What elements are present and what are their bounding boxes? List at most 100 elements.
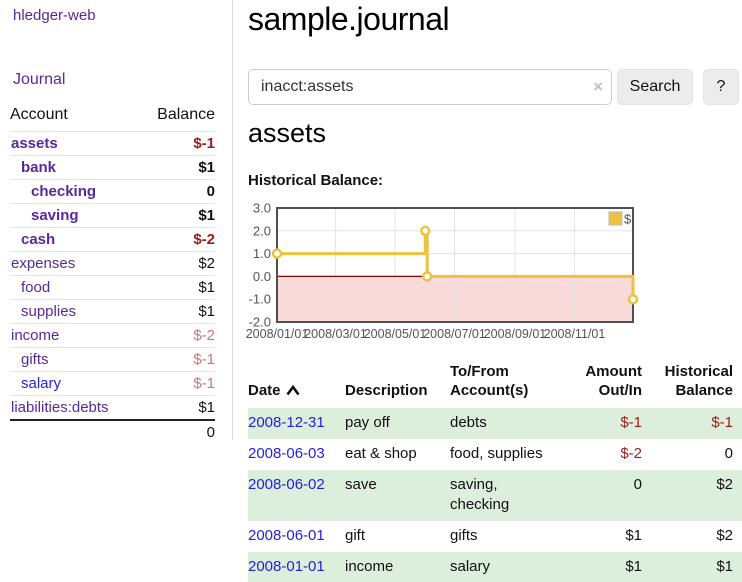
account-balance: $1 <box>198 207 215 224</box>
account-balance: $-2 <box>193 231 215 248</box>
register-header-amount-line1: Amount <box>585 363 642 380</box>
transaction-balance: $2 <box>716 476 733 493</box>
page-title: sample.journal <box>248 1 450 37</box>
account-balance: $-1 <box>193 351 215 368</box>
account-link-bank[interactable]: bank <box>21 159 57 176</box>
sidebar: hledger-web Journal Account Balance asse… <box>0 0 233 441</box>
account-row: gifts $-1 <box>10 347 215 372</box>
account-row: cash $-2 <box>10 227 215 252</box>
account-link-assets[interactable]: assets <box>11 135 58 152</box>
search-form: × Search ? <box>248 69 742 105</box>
register-header-description: Description <box>345 382 428 399</box>
search-button[interactable]: Search <box>617 69 693 105</box>
historical-balance-chart: 3.0 2.0 1.0 0.0 -1.0 -2.02008/01/012008/03/01… <box>246 202 639 341</box>
transaction-description: income <box>345 558 394 575</box>
account-balance: $2 <box>198 255 215 272</box>
x-axis-tick-label: 2008/01/01 <box>246 327 309 341</box>
account-link-expenses[interactable]: expenses <box>11 255 76 272</box>
transaction-amount: $1 <box>625 558 642 575</box>
register-header-row: Date Description To/From Account(s) Amou… <box>248 358 742 408</box>
transaction-accounts: debts <box>450 414 487 431</box>
y-axis-tick-label: 0.0 <box>253 269 271 284</box>
account-row: supplies $1 <box>10 299 215 324</box>
accounts-header-balance: Balance <box>157 106 215 123</box>
data-point-marker <box>421 271 433 282</box>
register-header-date[interactable]: Date <box>248 358 345 408</box>
account-link-saving[interactable]: saving <box>31 207 79 224</box>
account-balance: $1 <box>198 279 215 296</box>
x-axis-tick-label: 2008/09/01 <box>484 327 547 341</box>
search-input-wrap: × <box>248 69 612 105</box>
account-link-cash[interactable]: cash <box>21 231 56 248</box>
accounts-header-account: Account <box>10 106 68 123</box>
transaction-description: pay off <box>345 414 390 431</box>
accounts-total-row: 0 <box>10 420 215 444</box>
transaction-amount: $-2 <box>620 445 642 462</box>
clear-search-icon[interactable]: × <box>593 77 603 96</box>
account-row: checking 0 <box>10 179 215 204</box>
main-content: sample.journal × Search ? assets Histori… <box>246 0 742 582</box>
transaction-description: gift <box>345 527 366 544</box>
account-balance: $1 <box>198 303 215 320</box>
transaction-balance: $1 <box>716 558 733 575</box>
accounts-total-value: 0 <box>206 424 215 441</box>
transaction-accounts: gifts <box>450 527 478 544</box>
legend-swatch <box>608 211 623 226</box>
register-row: 2008-01-01 income salary $1 $1 <box>248 552 742 582</box>
account-link-income[interactable]: income <box>11 327 60 344</box>
account-row: expenses $2 <box>10 251 215 276</box>
transaction-accounts: saving, checking <box>450 476 510 513</box>
account-balance: $-1 <box>193 375 215 392</box>
brand-link[interactable]: hledger-web <box>13 7 96 24</box>
account-heading: assets <box>248 118 327 148</box>
help-button[interactable]: ? <box>703 69 739 105</box>
account-balance: $1 <box>198 399 215 416</box>
accounts-table: Account Balance assets $-1 bank $1 checking 0… <box>10 104 215 444</box>
account-row: food $1 <box>10 275 215 300</box>
transaction-description: eat & shop <box>345 445 417 462</box>
search-input[interactable] <box>248 69 612 105</box>
transaction-date-link[interactable]: 2008-12-31 <box>248 414 325 431</box>
data-point-marker <box>420 225 431 237</box>
register-header-amount: Amount Out/In <box>562 358 642 408</box>
transaction-balance: $2 <box>716 527 733 544</box>
register-header-balance: Historical Balance <box>642 358 742 408</box>
register-header-accounts: To/From Account(s) <box>450 358 562 408</box>
transaction-date-link[interactable]: 2008-01-01 <box>248 558 325 575</box>
y-axis-tick-label: 1.0 <box>253 246 271 261</box>
account-balance: $1 <box>198 159 215 176</box>
account-link-supplies[interactable]: supplies <box>21 303 77 320</box>
sidebar-item-journal[interactable]: Journal <box>13 71 66 88</box>
account-link-liabilities-debts[interactable]: liabilities:debts <box>11 399 109 416</box>
register-row: 2008-06-02 save saving, checking 0 $2 <box>248 470 742 521</box>
account-balance: $-1 <box>193 135 215 152</box>
register-header-amount-line2: Out/In <box>598 382 642 399</box>
x-axis-tick-label: 2008/05/01 <box>364 327 427 341</box>
account-link-salary[interactable]: salary <box>21 375 62 392</box>
transaction-amount: $1 <box>625 527 642 544</box>
register-header-accounts-line1: To/From <box>450 363 509 380</box>
account-link-gifts[interactable]: gifts <box>21 351 49 368</box>
transaction-date-link[interactable]: 2008-06-03 <box>248 445 325 462</box>
transaction-accounts: salary <box>450 558 491 575</box>
register-row: 2008-06-01 gift gifts $1 $2 <box>248 521 742 552</box>
data-point-marker <box>627 293 639 305</box>
register-header-accounts-line2: Account(s) <box>450 382 529 399</box>
chart-title: Historical Balance: <box>248 172 384 189</box>
y-axis-tick-label: 3.0 <box>253 202 271 216</box>
account-link-checking[interactable]: checking <box>31 183 97 200</box>
x-axis-tick-label: 2008/07/01 <box>423 327 486 341</box>
x-axis-tick-label: 2008/11/01 <box>544 327 606 341</box>
account-row: bank $1 <box>10 155 215 180</box>
account-balance: 0 <box>206 183 215 200</box>
register-row: 2008-06-03 eat & shop food, supplies $-2 0 <box>248 439 742 470</box>
y-axis-tick-label: 2.0 <box>253 223 271 238</box>
account-row: assets $-1 <box>10 131 215 156</box>
legend-label: $ <box>624 212 632 227</box>
x-axis-tick-label: 2008/03/01 <box>304 327 367 341</box>
sort-ascending-icon <box>285 384 300 396</box>
account-row: saving $1 <box>10 203 215 228</box>
transaction-date-link[interactable]: 2008-06-02 <box>248 476 325 493</box>
account-link-food[interactable]: food <box>21 279 51 296</box>
transaction-date-link[interactable]: 2008-06-01 <box>248 527 325 544</box>
